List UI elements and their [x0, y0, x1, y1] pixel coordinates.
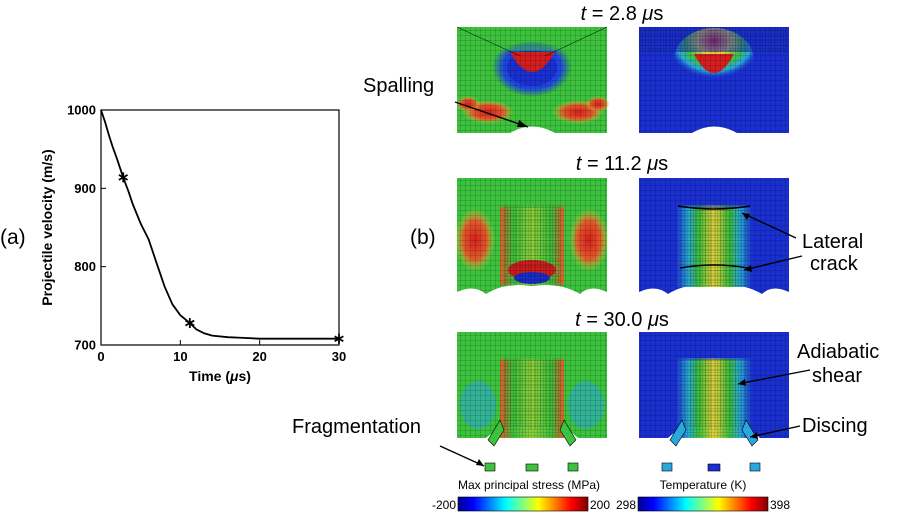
temperature-snapshot-2	[639, 178, 789, 294]
time-label-2: t = 11.2 μs	[576, 153, 668, 175]
colorbar-temperature-max: 398	[770, 498, 790, 512]
annotation-fragmentation: Fragmentation	[292, 416, 421, 438]
panel-label-a: (a)	[0, 226, 26, 249]
fragments-stress	[484, 462, 579, 472]
colorbar-temperature: Temperature (K) 298 398	[616, 478, 790, 512]
colorbar-stress: Max principal stress (MPa) -200 200	[432, 478, 610, 512]
annotation-adiabatic-shear-line1: Adiabatic	[797, 341, 879, 363]
annotation-lateral-crack-line2: crack	[810, 253, 859, 275]
colorbar-stress-max: 200	[590, 498, 610, 512]
arrow-adiabatic-shear	[737, 369, 811, 385]
x-axis-label: Time (μs)	[189, 368, 251, 384]
time-label-1: t = 2.8 μs	[581, 3, 664, 25]
colorbar-stress-label: Max principal stress (MPa)	[458, 478, 600, 492]
y-tick-label: 900	[74, 181, 96, 196]
x-tick-label: 0	[97, 349, 104, 364]
arrow-discing	[749, 425, 801, 438]
star-marker	[185, 318, 195, 329]
arrow-lateral-crack-1	[741, 212, 797, 239]
x-tick-label: 20	[252, 349, 266, 364]
x-tick-label: 30	[332, 349, 346, 364]
temperature-snapshot-1	[639, 27, 789, 133]
fragments-temperature	[661, 462, 761, 472]
temperature-snapshot-3	[639, 332, 789, 472]
colorbar-stress-gradient	[457, 496, 589, 512]
annotation-adiabatic-shear-line2: shear	[812, 365, 862, 387]
annotation-discing: Discing	[802, 415, 868, 437]
velocity-series-line	[100, 109, 339, 340]
stress-snapshot-3	[457, 332, 607, 472]
star-marker	[118, 172, 129, 183]
stress-snapshot-2	[455, 178, 609, 294]
arrow-lateral-crack-2	[743, 255, 803, 271]
stress-snapshot-1	[456, 26, 610, 133]
y-tick-label: 1000	[67, 103, 96, 118]
x-tick-label: 10	[173, 349, 187, 364]
panel-label-b: (b)	[410, 226, 436, 249]
y-tick-label: 700	[74, 338, 96, 353]
colorbar-temperature-label: Temperature (K)	[660, 478, 747, 492]
plot-area	[100, 109, 340, 346]
arrow-fragmentation	[439, 445, 485, 467]
colorbar-temperature-min: 298	[616, 498, 636, 512]
velocity-chart: 700 800 900 1000 0 10 20 30 Projectile velocit…	[39, 103, 346, 385]
y-tick-label: 800	[74, 259, 96, 274]
y-axis-label: Projectile velocity (m/s)	[39, 149, 55, 305]
star-marker	[334, 333, 344, 344]
time-label-3: t = 30.0 μs	[575, 309, 669, 331]
annotation-lateral-crack-line1: Lateral	[802, 231, 863, 253]
colorbar-stress-min: -200	[432, 498, 456, 512]
annotation-spalling: Spalling	[363, 75, 434, 97]
colorbar-temperature-gradient	[637, 496, 769, 512]
arrow-spalling	[454, 101, 529, 128]
